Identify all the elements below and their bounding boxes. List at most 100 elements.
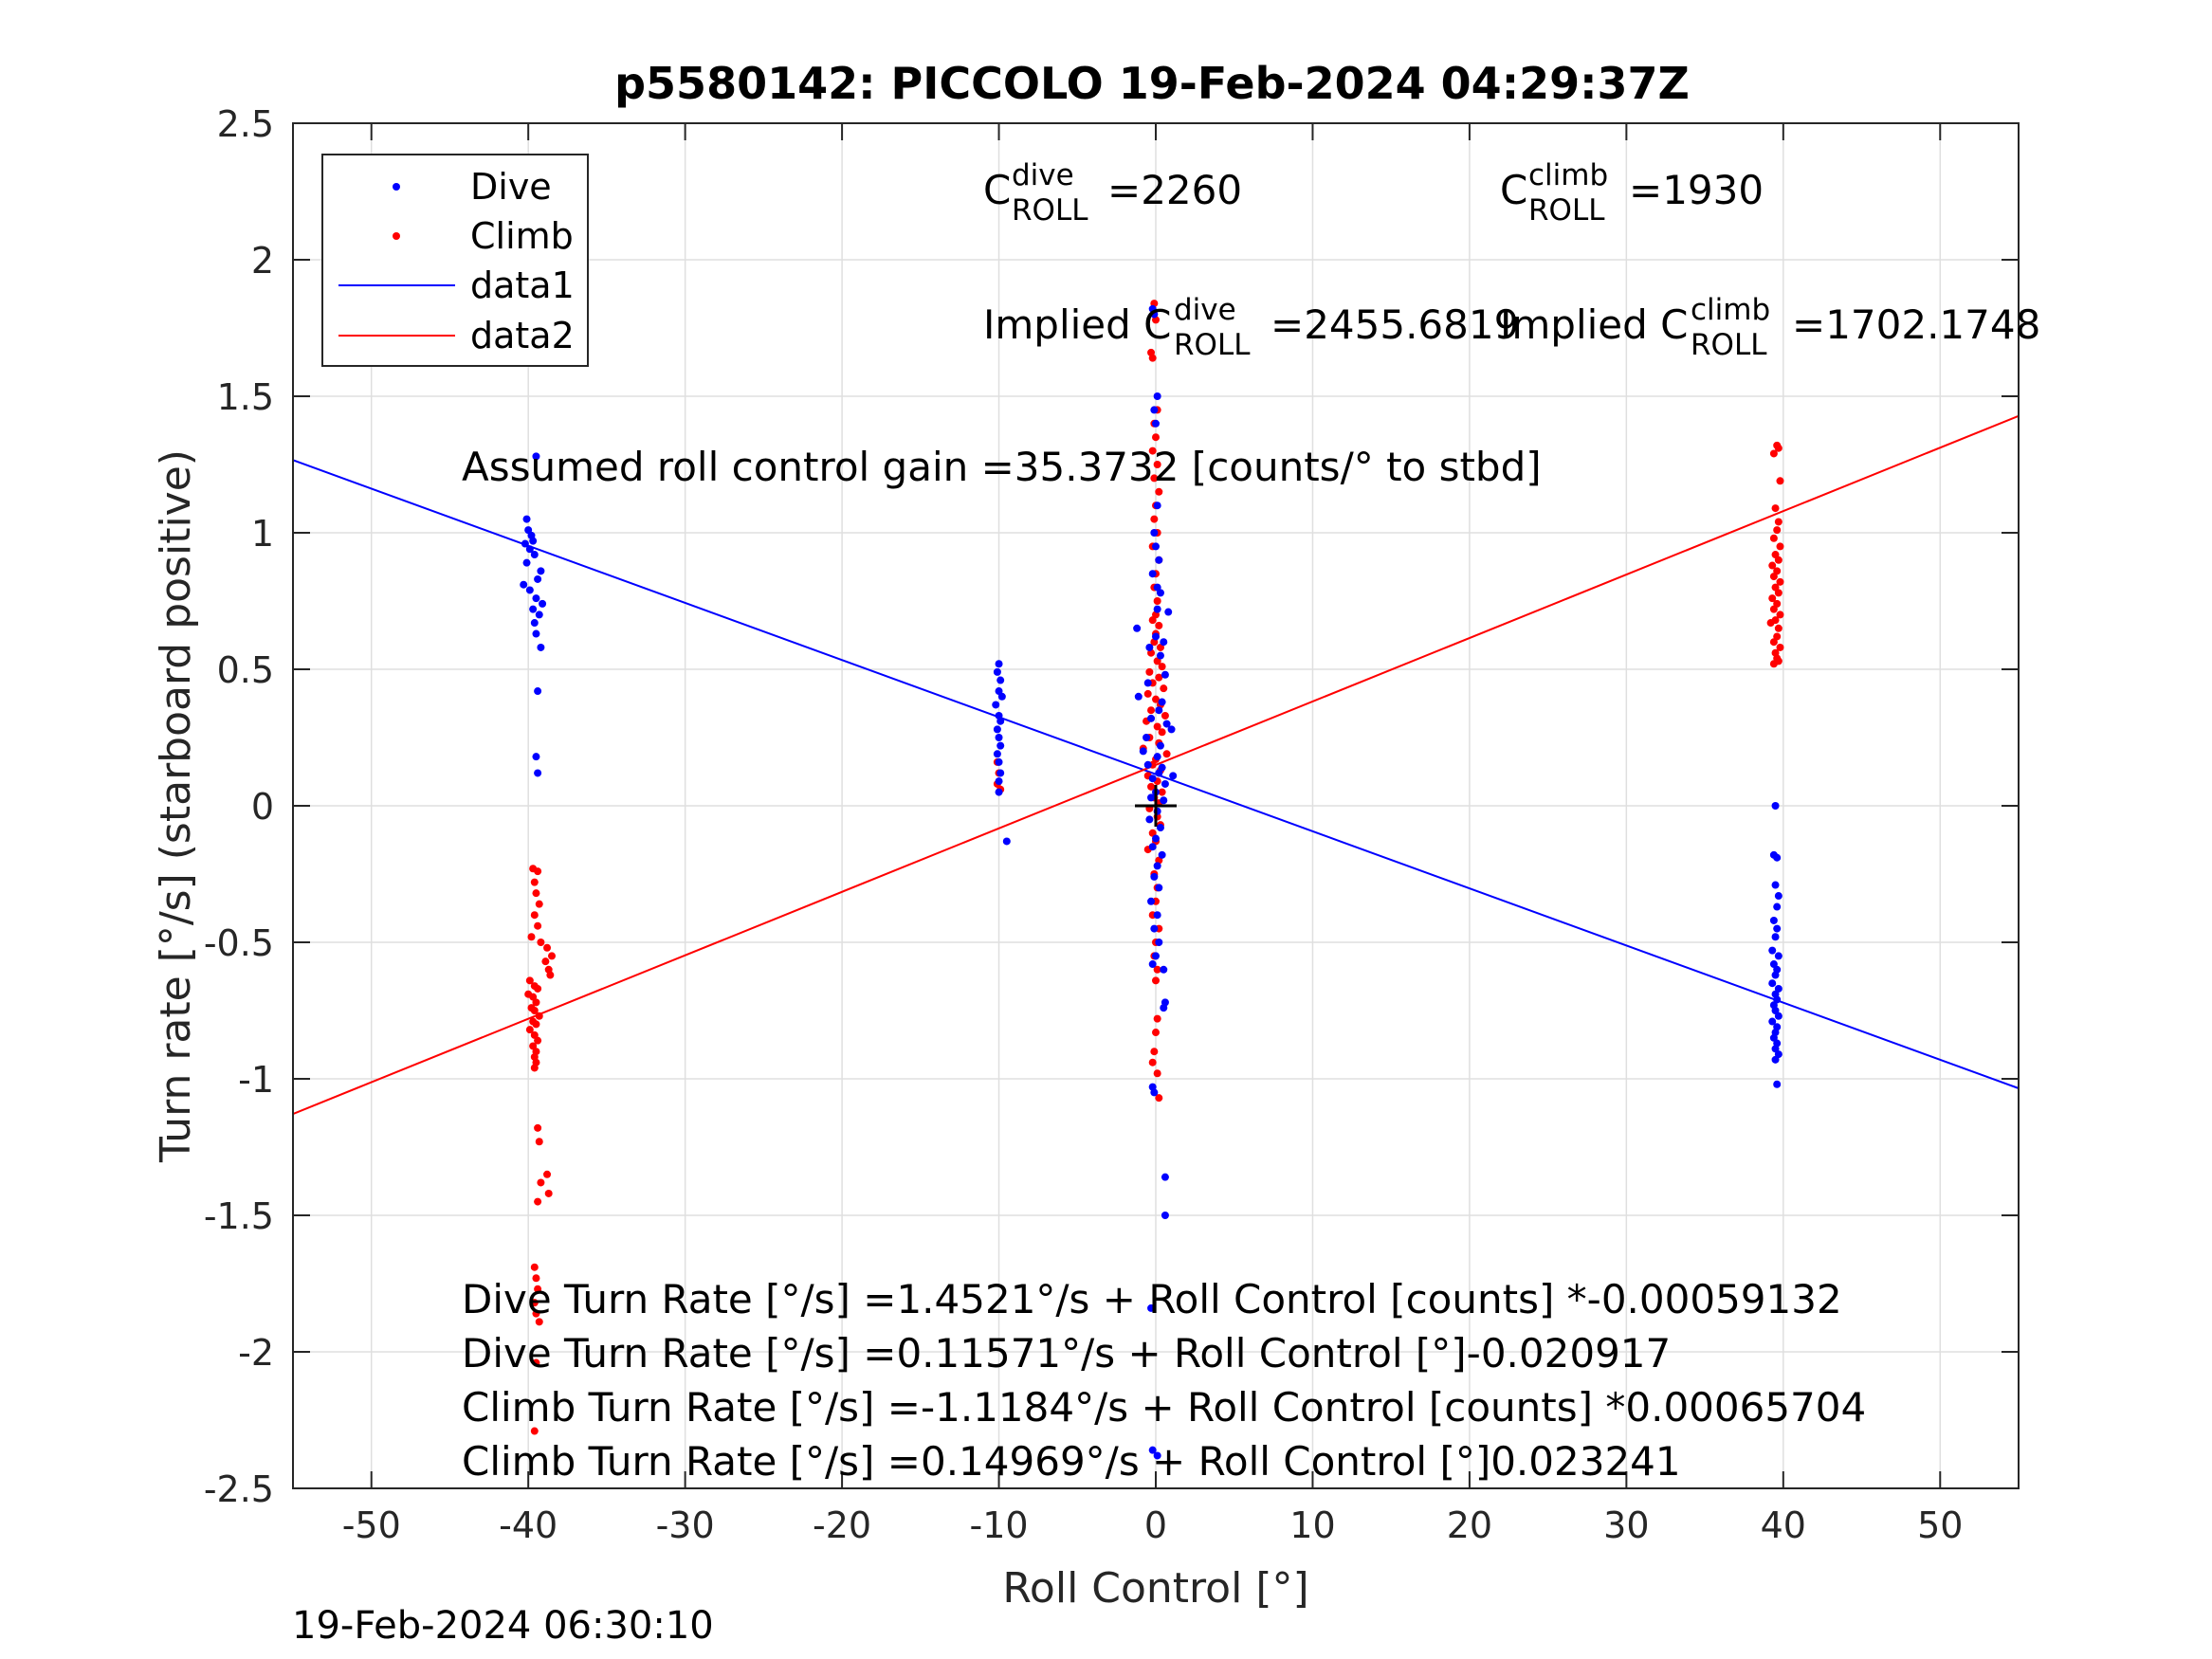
implied-dive-value: =2455.6819 xyxy=(1271,301,1519,348)
dive-point xyxy=(1152,419,1160,428)
climb-point xyxy=(532,889,540,898)
climb-point xyxy=(1774,556,1782,564)
climb-point xyxy=(1152,433,1160,442)
dive-point xyxy=(1152,834,1160,843)
c-climb-value: =1930 xyxy=(1629,167,1764,213)
dive-point xyxy=(996,717,1005,725)
climb-point xyxy=(1774,589,1782,597)
dive-point xyxy=(1771,933,1780,941)
y-tick-label: 1.5 xyxy=(217,376,274,418)
gain-annotation: Assumed roll control gain =35.3732 [coun… xyxy=(462,444,1542,490)
y-axis-label: Turn rate [°/s] (starboard positive) xyxy=(152,449,200,1163)
climb-point xyxy=(530,878,539,886)
legend-data2-label: data2 xyxy=(470,315,575,356)
climb-point xyxy=(1776,643,1784,651)
dive-point xyxy=(1148,1446,1157,1454)
dive-point xyxy=(1768,979,1777,988)
dive-point xyxy=(995,777,1003,786)
dive-point xyxy=(995,788,1003,796)
climb-point xyxy=(1148,354,1157,362)
c-dive-sup: dive xyxy=(1012,158,1074,192)
implied-dive-sup: dive xyxy=(1174,293,1236,327)
implied-dive-sub: ROLL xyxy=(1174,328,1251,362)
dive-point xyxy=(1150,872,1159,881)
dive-point xyxy=(1774,952,1782,960)
climb-point xyxy=(1158,728,1166,737)
dive-point xyxy=(1153,911,1161,920)
dive-point xyxy=(529,605,538,613)
x-tick-label: -40 xyxy=(499,1504,558,1546)
climb-point xyxy=(1152,1029,1160,1037)
climb-point xyxy=(532,1274,540,1283)
dive-point xyxy=(1156,651,1164,660)
y-tick-label: -1.5 xyxy=(204,1195,274,1237)
dive-point xyxy=(1773,924,1782,933)
x-tick-label: 40 xyxy=(1761,1504,1806,1546)
y-tick-label: 1 xyxy=(251,513,274,555)
dive-point xyxy=(1155,706,1163,715)
climb-point xyxy=(546,971,555,979)
dive-point xyxy=(1156,741,1164,750)
dive-point xyxy=(1150,1088,1159,1097)
climb-point xyxy=(1145,667,1154,676)
climb-point xyxy=(1776,611,1784,619)
y-tick-label: -1 xyxy=(238,1059,274,1101)
climb-point xyxy=(1152,695,1160,703)
climb-point xyxy=(534,867,542,876)
dive-point xyxy=(1134,692,1143,701)
climb-point xyxy=(525,1026,534,1034)
climb-point xyxy=(1153,722,1161,731)
climb-point xyxy=(530,1064,539,1072)
climb-point xyxy=(1769,449,1778,458)
y-tick-label: -0.5 xyxy=(204,922,274,964)
x-tick-label: 10 xyxy=(1289,1504,1335,1546)
climb-point xyxy=(1158,788,1166,796)
climb-point xyxy=(1776,477,1784,485)
climb-point xyxy=(535,900,543,908)
dive-point xyxy=(529,537,538,545)
climb-point xyxy=(530,1007,539,1014)
dive-point xyxy=(1153,862,1161,870)
dive-point xyxy=(1774,1012,1782,1020)
dive-point xyxy=(1164,608,1173,616)
x-tick-label: 20 xyxy=(1447,1504,1492,1546)
dive-point xyxy=(1152,632,1160,641)
dive-point xyxy=(1160,638,1168,647)
dive-point xyxy=(1158,698,1166,706)
climb-point xyxy=(1162,750,1171,758)
dive-point xyxy=(1143,679,1152,687)
x-tick-label: 0 xyxy=(1144,1504,1167,1546)
climb-point xyxy=(1158,663,1166,671)
dive-point xyxy=(1150,529,1159,537)
climb-point xyxy=(1161,711,1169,720)
climb-point xyxy=(535,1138,543,1146)
dive-point xyxy=(1148,570,1157,578)
climb-point xyxy=(1774,518,1782,526)
dive-point xyxy=(539,599,547,608)
dive-point xyxy=(1153,753,1161,761)
climb-point xyxy=(1771,504,1780,513)
climb-point xyxy=(537,939,545,946)
y-tick-label: -2.5 xyxy=(204,1468,274,1510)
dive-point xyxy=(1771,881,1780,889)
dive-point xyxy=(1147,714,1156,722)
climb-point xyxy=(1153,1069,1161,1078)
dive-point xyxy=(1155,884,1163,892)
climb-point xyxy=(1153,1014,1161,1023)
climb-point xyxy=(534,921,542,930)
dive-point xyxy=(1152,952,1160,960)
climb-point xyxy=(530,1263,539,1271)
y-tick-label: -2 xyxy=(238,1332,274,1374)
x-tick-label: -30 xyxy=(656,1504,715,1546)
implied-climb-prefix: Implied C xyxy=(1500,301,1688,348)
dive-point xyxy=(995,660,1003,668)
climb-point xyxy=(1147,782,1156,791)
dive-point xyxy=(1161,670,1169,679)
climb-point xyxy=(530,911,539,920)
dive-point xyxy=(1773,853,1782,862)
climb-point xyxy=(532,1309,540,1318)
dive-point xyxy=(1150,924,1159,933)
dive-point xyxy=(534,574,542,583)
c-climb-annotation: C xyxy=(1500,167,1527,213)
